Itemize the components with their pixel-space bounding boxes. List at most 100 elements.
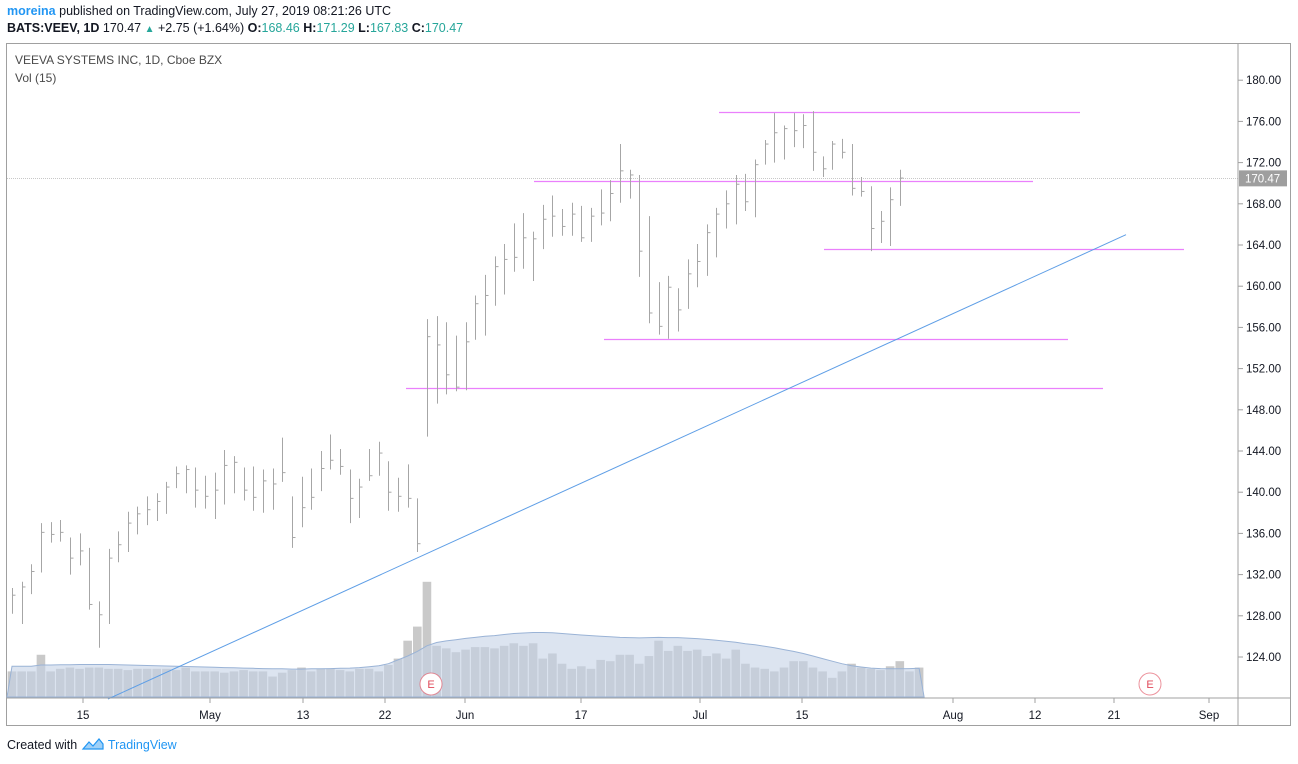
ohlc-bar — [369, 448, 373, 481]
y-axis-tick-label: 156.00 — [1246, 322, 1281, 334]
ohlc-bar — [533, 231, 537, 282]
earnings-marker-label: E — [427, 679, 434, 691]
y-axis-tick-label: 152.00 — [1246, 364, 1281, 376]
ohlc-bar — [688, 259, 692, 309]
volume-ma-area — [6, 632, 925, 698]
ohlc-bar — [514, 223, 518, 272]
x-axis-tick-label: 21 — [1108, 710, 1121, 722]
ohlc-bar — [205, 475, 209, 509]
horizontal-levels[interactable] — [406, 111, 1184, 390]
earnings-marker-icon[interactable]: E — [419, 672, 443, 696]
y-axis-tick-label: 132.00 — [1246, 570, 1281, 582]
ohlc-bar — [697, 243, 701, 288]
ohlc-bar — [118, 531, 122, 563]
ohlc-bar — [12, 587, 16, 614]
ohlc-bar — [51, 522, 55, 543]
ohlc-bar — [263, 469, 267, 513]
triangle-up-icon: ▲ — [144, 24, 155, 35]
ohlc-bar — [99, 601, 103, 648]
low-label: L: — [358, 21, 370, 35]
y-axis-tick-label: 168.00 — [1246, 199, 1281, 211]
ohlc-bar — [398, 477, 402, 512]
symbol-label: BATS:VEEV, 1D — [7, 21, 100, 35]
tradingview-link[interactable]: TradingView — [107, 738, 177, 752]
ohlc-bar — [716, 207, 720, 258]
created-with-text: Created with — [7, 738, 78, 752]
ohlc-bar — [186, 465, 190, 494]
ohlc-bar — [224, 449, 228, 505]
x-axis-tick-label: 22 — [379, 710, 392, 722]
ohlc-bar — [890, 187, 894, 247]
ohlc-bar — [630, 169, 634, 199]
ohlc-bar — [282, 437, 286, 482]
time-axis[interactable]: 15 May 13 22 Jun 17 Jul 15 Aug 12 21 Sep — [77, 698, 1220, 722]
y-axis-tick-label: 160.00 — [1246, 281, 1281, 293]
y-axis-tick-label: 136.00 — [1246, 528, 1281, 540]
chart-frame[interactable] — [6, 43, 1291, 726]
price-axis[interactable]: 124.00 128.00 132.00 136.00 140.00 144.00 148.… — [1238, 75, 1287, 664]
ohlc-bar — [591, 207, 595, 242]
ohlc-bar — [388, 461, 392, 511]
ohlc-bar — [745, 173, 749, 212]
ohlc-bar — [311, 468, 315, 510]
ohlc-bar — [842, 138, 846, 159]
ohlc-bar — [659, 282, 663, 335]
ohlc-bar — [70, 537, 74, 575]
ohlc-bar — [292, 496, 296, 548]
ohlc-bar — [765, 139, 769, 165]
ohlc-bar — [774, 113, 778, 163]
ohlc-bar — [475, 295, 479, 340]
tradingview-cloud-logo-icon — [81, 738, 104, 750]
publish-info: moreina published on TradingView.com, Ju… — [7, 4, 391, 18]
ohlc-bar — [321, 451, 325, 492]
price-change: +2.75 (+1.64%) — [157, 21, 245, 35]
ohlc-bar — [601, 189, 605, 226]
ohlc-bar — [330, 434, 334, 470]
x-axis-tick-label: 17 — [575, 710, 588, 722]
x-axis-tick-label: 15 — [796, 710, 809, 722]
author-link[interactable]: moreina — [7, 4, 56, 18]
x-axis-tick-label: 13 — [297, 710, 310, 722]
x-axis-tick-label: 15 — [77, 710, 90, 722]
last-price: 170.47 — [102, 21, 142, 35]
low-value: 167.83 — [369, 21, 409, 35]
earnings-marker-label: E — [1146, 679, 1153, 691]
ohlc-bar — [273, 468, 277, 510]
trendline[interactable] — [107, 234, 1127, 700]
y-axis-tick-label: 164.00 — [1246, 240, 1281, 252]
ohlc-header: BATS:VEEV, 1D 170.47 ▲ +2.75 (+1.64%) O:… — [7, 21, 463, 35]
y-axis-tick-label: 148.00 — [1246, 405, 1281, 417]
ohlc-bar — [176, 466, 180, 489]
chart-legend-title: VEEVA SYSTEMS INC, 1D, Cboe BZX — [15, 53, 223, 67]
ohlc-bar — [147, 496, 151, 526]
ohlc-bar — [359, 478, 363, 518]
high-value: 171.29 — [316, 21, 355, 35]
chart-legend-volume: Vol (15) — [15, 71, 57, 85]
ohlc-bar — [726, 190, 730, 229]
ohlc-bar — [41, 523, 45, 573]
ohlc-bars — [12, 111, 904, 648]
ohlc-bar — [166, 481, 170, 514]
earnings-marker-icon[interactable]: E — [1138, 672, 1162, 696]
ohlc-bar — [437, 316, 441, 404]
ohlc-bar — [244, 467, 248, 501]
ohlc-bar — [417, 498, 421, 552]
ohlc-bar — [620, 144, 624, 203]
ohlc-bar — [755, 159, 759, 218]
y-axis-tick-label: 144.00 — [1246, 446, 1281, 458]
x-axis-tick-label: May — [199, 710, 221, 722]
ohlc-bar — [80, 533, 84, 566]
ohlc-bar — [881, 211, 885, 243]
ohlc-bar — [852, 144, 856, 196]
earnings-marker-circle — [419, 672, 443, 696]
ohlc-bar — [861, 177, 865, 197]
ohlc-bar — [562, 208, 566, 236]
y-axis-tick-label: 180.00 — [1246, 75, 1281, 87]
ohlc-bar — [446, 322, 450, 395]
ohlc-bar — [60, 520, 64, 542]
x-axis-tick-label: Jun — [456, 710, 475, 722]
ohlc-bar — [736, 174, 740, 225]
ohlc-bar — [813, 111, 817, 171]
